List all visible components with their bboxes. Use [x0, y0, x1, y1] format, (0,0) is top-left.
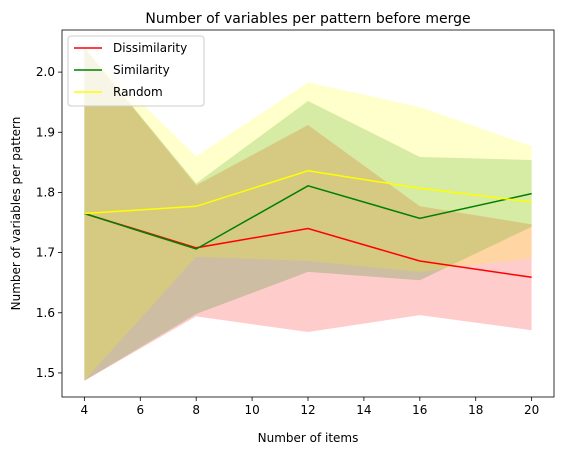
x-tick-label: 6 — [136, 403, 144, 417]
x-tick-label: 10 — [244, 403, 259, 417]
y-tick-label: 1.6 — [36, 306, 55, 320]
line-random — [84, 170, 532, 215]
x-tick-label: 16 — [412, 403, 427, 417]
line-similarity — [84, 185, 532, 250]
band-random — [84, 48, 532, 381]
y-tick-label: 2.0 — [36, 65, 55, 79]
y-tick-label: 1.8 — [36, 185, 55, 199]
x-tick-label: 14 — [356, 403, 371, 417]
band-similarity — [84, 48, 532, 381]
x-axis-label: Number of items — [258, 431, 359, 445]
y-tick-label: 1.7 — [36, 246, 55, 260]
series-lines — [84, 170, 532, 279]
x-tick-label: 18 — [468, 403, 483, 417]
x-tick-label: 12 — [300, 403, 315, 417]
legend-box — [67, 35, 205, 107]
chart-title: Number of variables per pattern before m… — [145, 11, 470, 27]
line-dissimilarity — [84, 212, 532, 279]
y-tick-label: 1.9 — [36, 125, 55, 139]
x-tick-label: 8 — [192, 403, 200, 417]
y-axis-ticks: 1.5 1.6 1.7 1.8 1.9 2.0 — [36, 65, 62, 380]
legend: Dissimilarity Similarity Random — [67, 35, 205, 107]
legend-label-dissimilarity: Dissimilarity — [113, 41, 187, 55]
legend-label-random: Random — [113, 85, 163, 99]
band-dissimilarity — [84, 48, 532, 381]
confidence-bands — [84, 48, 532, 381]
x-tick-label: 20 — [524, 403, 539, 417]
x-tick-label: 4 — [81, 403, 89, 417]
legend-label-similarity: Similarity — [113, 63, 170, 77]
y-axis-label: Number of variables per pattern — [9, 117, 23, 311]
x-axis-ticks: 4 6 8 10 12 14 16 18 20 — [81, 397, 539, 417]
y-tick-label: 1.5 — [36, 366, 55, 380]
